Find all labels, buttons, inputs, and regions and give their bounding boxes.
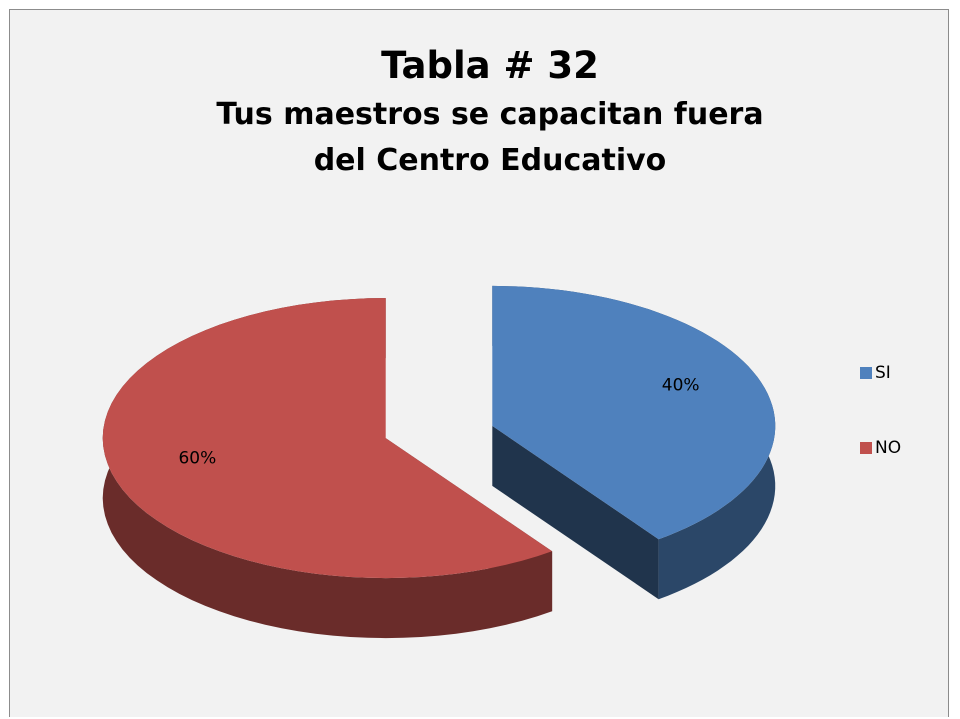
legend-label: SI <box>875 363 891 383</box>
slice-wall <box>492 425 659 600</box>
chart-subtitle: Tus maestros se capacitan fuera del Cent… <box>216 97 764 178</box>
chart-title: Tabla # 32 <box>381 44 599 87</box>
pie-slice <box>102 298 553 639</box>
data-label: 40% <box>662 376 700 396</box>
slice-top <box>102 298 553 579</box>
legend-swatch <box>860 367 872 379</box>
legend-swatch <box>860 442 872 454</box>
legend-label: NO <box>875 438 901 458</box>
data-label: 60% <box>178 448 216 468</box>
slice-top <box>492 285 776 540</box>
pie-slice <box>492 285 776 600</box>
titles: Tabla # 32 Tus maestros se capacitan fue… <box>170 40 810 184</box>
